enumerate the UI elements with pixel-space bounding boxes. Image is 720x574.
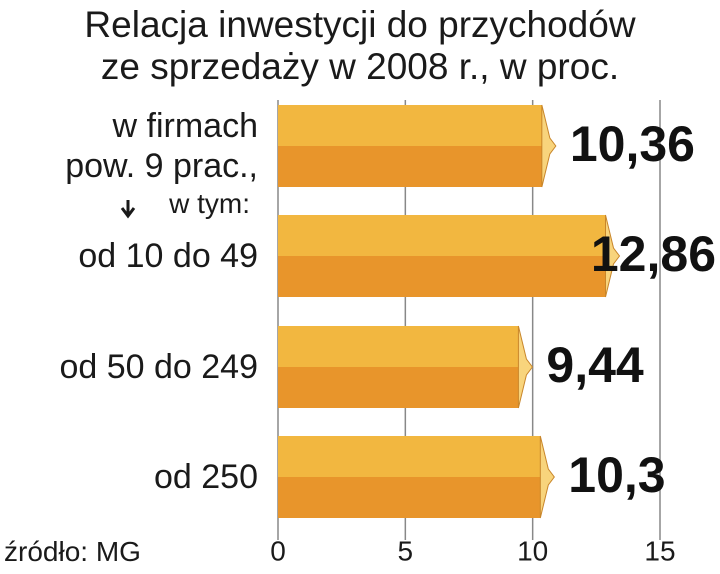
bar-top xyxy=(278,215,606,256)
bar-top xyxy=(278,326,519,367)
value-label: 10,3 xyxy=(568,447,665,503)
bar-tip xyxy=(539,435,555,519)
y-tick-label: od 50 do 249 xyxy=(59,348,258,386)
y-tick-label: od 250 xyxy=(154,458,258,496)
x-tick-label: 10 xyxy=(517,535,548,566)
annotation: w tym: xyxy=(169,188,250,219)
bar-top xyxy=(278,436,541,477)
value-label: 12,86 xyxy=(591,226,716,282)
value-label: 10,36 xyxy=(570,116,695,172)
x-tick-label: 0 xyxy=(270,535,286,566)
bar-tip xyxy=(605,214,621,298)
x-tick-label: 15 xyxy=(644,535,675,566)
y-tick-label: od 10 do 49 xyxy=(78,237,258,275)
chart-title: Relacja inwestycji do przychodów ze sprz… xyxy=(84,4,636,87)
source: źródło: MG xyxy=(4,536,141,567)
y-tick-label: w firmach pow. 9 prac., xyxy=(65,107,258,185)
x-tick-label: 5 xyxy=(398,535,414,566)
arrow xyxy=(120,200,136,219)
value-label: 9,44 xyxy=(546,337,644,393)
bar-top xyxy=(278,105,542,146)
bar-tip xyxy=(517,325,534,409)
bar-tip xyxy=(541,104,557,188)
